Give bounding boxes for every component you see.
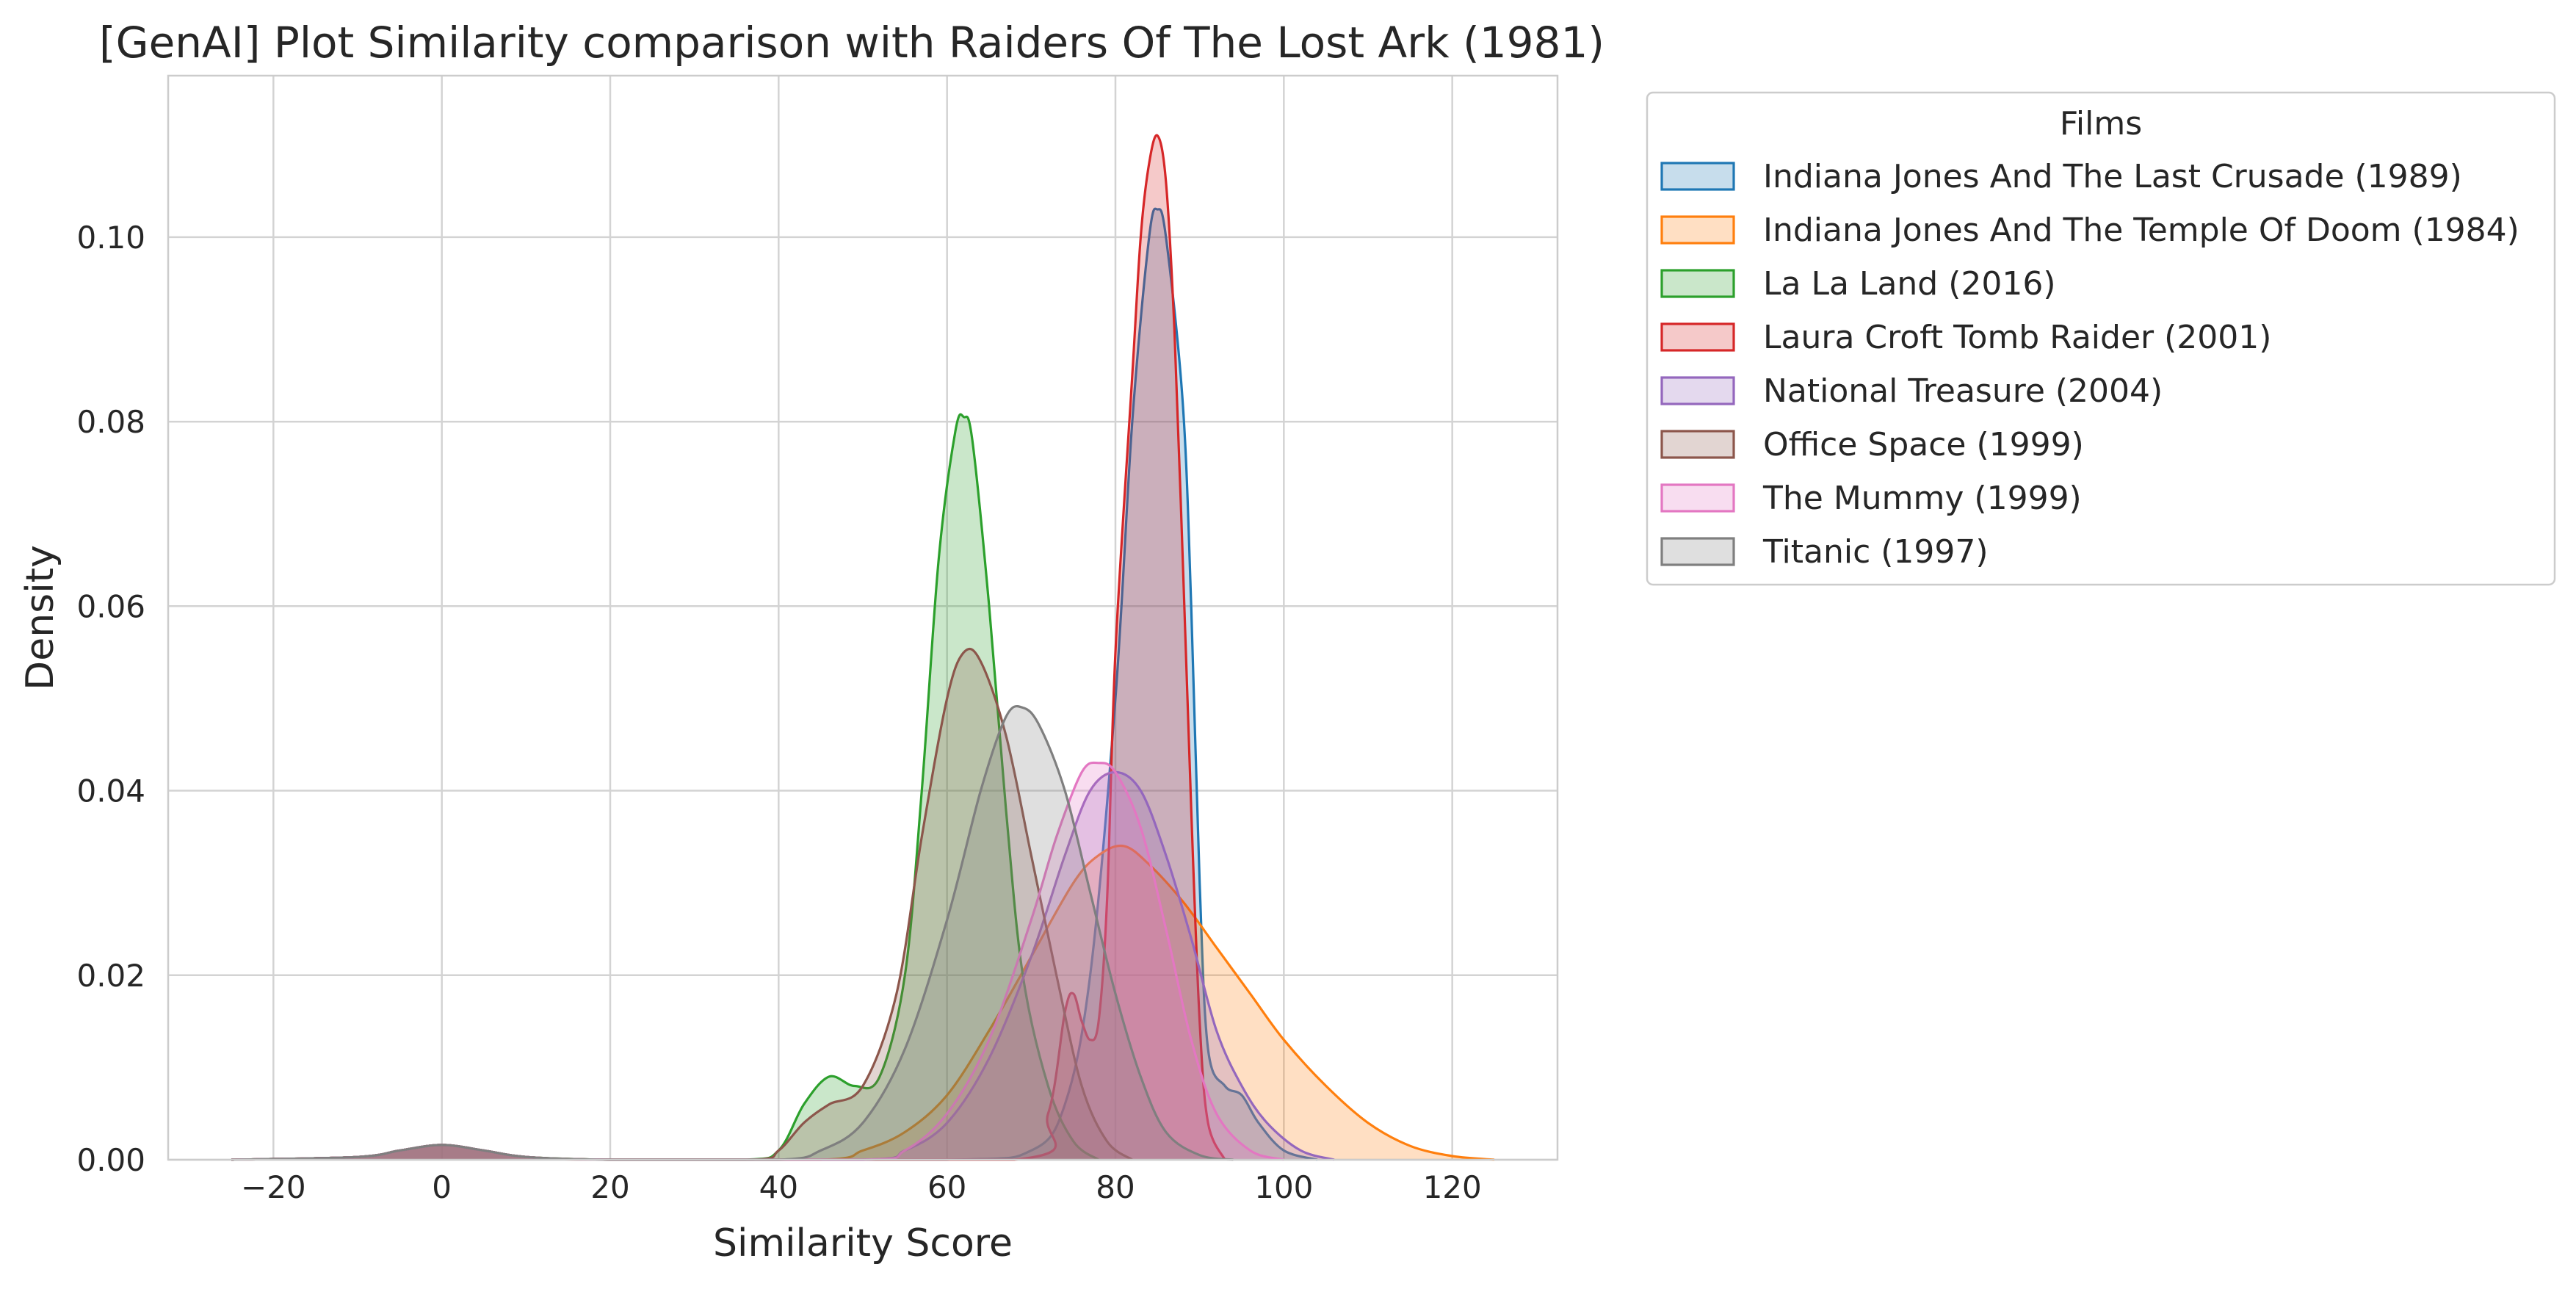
legend-item: Indiana Jones And The Last Crusade (1989… [1660, 158, 2462, 195]
legend-item: Indiana Jones And The Temple Of Doom (19… [1660, 212, 2519, 249]
y-axis-label: Density [18, 545, 62, 690]
density-area-6 [231, 762, 1284, 1160]
legend-label: National Treasure (2004) [1763, 372, 2163, 410]
x-ticks: −20 0 20 40 60 80 100 120 [241, 1169, 1482, 1205]
y-tick-label: 0.00 [76, 1142, 145, 1178]
grid [168, 76, 1557, 1161]
legend-swatch [1660, 430, 1735, 459]
legend-swatch [1660, 483, 1735, 513]
legend-item: National Treasure (2004) [1660, 372, 2163, 410]
legend-label: The Mummy (1999) [1762, 480, 2082, 517]
y-tick-label: 0.04 [76, 773, 145, 809]
x-tick-label: 80 [1096, 1169, 1135, 1205]
legend-label: La La Land (2016) [1763, 265, 2056, 303]
legend-item: La La Land (2016) [1660, 265, 2056, 303]
legend-label: Laura Croft Tomb Raider (2001) [1763, 319, 2271, 356]
density-area-4 [231, 772, 1335, 1160]
legend-label: Office Space (1999) [1763, 426, 2084, 463]
density-area-7 [231, 706, 1234, 1160]
density-area-3 [231, 135, 1226, 1160]
x-tick-label: 100 [1254, 1169, 1313, 1205]
legend-label: Indiana Jones And The Last Crusade (1989… [1763, 158, 2462, 195]
density-area-1 [231, 845, 1494, 1160]
legend-swatch [1660, 162, 1735, 191]
legend-label: Indiana Jones And The Temple Of Doom (19… [1763, 212, 2519, 249]
x-tick-label: −20 [241, 1169, 306, 1205]
legend-items: Indiana Jones And The Last Crusade (1989… [1660, 158, 2519, 571]
density-area-0 [231, 209, 1318, 1160]
legend-frame [1646, 91, 2556, 586]
legend-item: Laura Croft Tomb Raider (2001) [1660, 319, 2271, 356]
y-tick-label: 0.06 [76, 588, 145, 624]
density-areas [231, 134, 1495, 1161]
legend-swatch [1660, 537, 1735, 566]
plot-frame [167, 74, 1559, 1161]
chart-title: [GenAI] Plot Similarity comparison with … [99, 18, 1604, 68]
legend: Films Indiana Jones And The Last Crusade… [1646, 91, 2556, 586]
legend-item: The Mummy (1999) [1660, 480, 2082, 517]
legend-item: Office Space (1999) [1660, 426, 2084, 463]
x-tick-label: 20 [590, 1169, 629, 1205]
density-area-2 [231, 414, 1099, 1160]
x-axis-label: Similarity Score [713, 1221, 1013, 1265]
x-tick-label: 120 [1423, 1169, 1482, 1205]
density-area-5 [231, 649, 1132, 1160]
x-tick-label: 0 [432, 1169, 452, 1205]
y-ticks: 0.00 0.02 0.04 0.06 0.08 0.10 [76, 220, 145, 1178]
x-tick-label: 60 [927, 1169, 966, 1205]
y-tick-label: 0.08 [76, 404, 145, 440]
legend-swatch [1660, 269, 1735, 298]
x-tick-label: 40 [759, 1169, 798, 1205]
legend-swatch [1660, 376, 1735, 405]
y-tick-label: 0.02 [76, 958, 145, 994]
legend-swatch [1660, 215, 1735, 245]
legend-label: Titanic (1997) [1762, 533, 1989, 571]
legend-swatch [1660, 322, 1735, 352]
legend-item: Titanic (1997) [1660, 533, 1989, 571]
plot-background [168, 76, 1557, 1160]
legend-title: Films [2060, 105, 2142, 142]
density-line-7 [231, 704, 1234, 1161]
y-tick-label: 0.10 [76, 220, 145, 256]
